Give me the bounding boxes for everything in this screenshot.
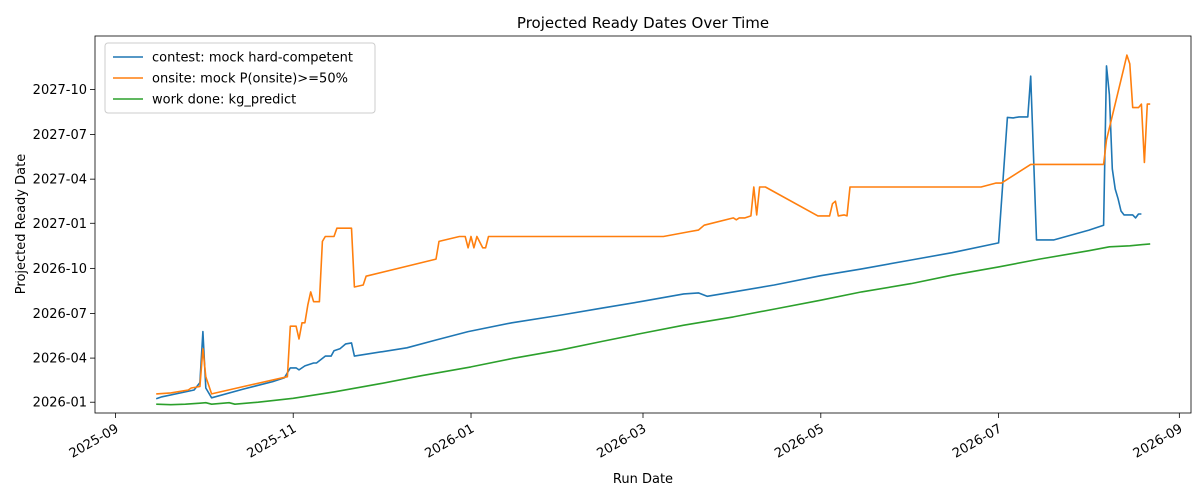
y-axis: 2026-01 2026-04 2026-07 2026-10 2027-01 2027-… <box>33 83 95 411</box>
x-tick-label: 2026-03 <box>594 421 649 461</box>
x-axis: 2025-09 2025-11 2026-01 2026-03 2026-05 2026-… <box>67 413 1185 462</box>
series-line-1 <box>155 65 1142 400</box>
x-tick-label: 2025-09 <box>67 421 122 461</box>
legend-label: work done: kg_predict <box>152 93 296 108</box>
legend-box <box>104 42 376 114</box>
y-tick-label: 2026-04 <box>33 352 87 367</box>
y-tick-label: 2027-07 <box>33 128 87 143</box>
legend-label: onsite: mock P(onsite)>=50% <box>152 72 348 87</box>
x-tick-label: 2025-11 <box>245 421 300 461</box>
y-tick-label: 2027-10 <box>33 83 87 98</box>
x-tick-label: 2026-01 <box>422 421 477 461</box>
y-tick-label: 2027-01 <box>33 217 87 232</box>
y-axis-label: Projected Ready Date <box>14 154 29 294</box>
legend: contest: mock hard-competent onsite: mock… <box>104 42 376 114</box>
series-layer <box>155 54 1151 406</box>
x-tick-label: 2026-05 <box>772 421 827 461</box>
x-tick-label: 2026-09 <box>1131 421 1186 461</box>
y-tick-label: 2026-01 <box>33 396 87 411</box>
y-tick-label: 2027-04 <box>33 173 87 188</box>
x-tick-label: 2026-07 <box>950 421 1005 461</box>
series-line-2 <box>156 54 1151 395</box>
x-axis-label: Run Date <box>613 472 673 487</box>
series-line-3 <box>156 243 1151 406</box>
chart-title: Projected Ready Dates Over Time <box>517 14 769 32</box>
legend-label: contest: mock hard-competent <box>152 51 353 66</box>
y-tick-label: 2026-10 <box>33 262 87 277</box>
y-tick-label: 2026-07 <box>33 307 87 322</box>
